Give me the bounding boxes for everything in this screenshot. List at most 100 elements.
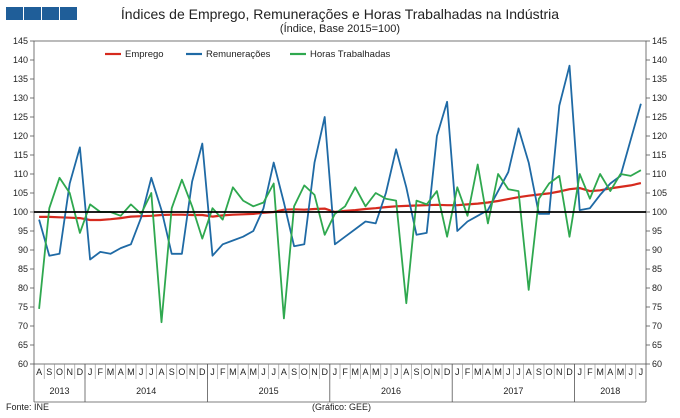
x-month-label: J bbox=[455, 367, 460, 377]
y-tick-label-left: 65 bbox=[18, 340, 28, 350]
y-tick-label-right: 80 bbox=[652, 283, 662, 293]
chart-subtitle: (Índice, Base 2015=100) bbox=[279, 23, 401, 35]
source-note: Fonte: INE bbox=[6, 402, 50, 412]
x-month-label: J bbox=[149, 367, 154, 377]
x-month-label: S bbox=[413, 367, 419, 377]
x-month-label: A bbox=[118, 367, 124, 377]
x-month-label: M bbox=[250, 367, 258, 377]
y-tick-label-right: 90 bbox=[652, 245, 662, 255]
x-month-label: O bbox=[301, 367, 308, 377]
logo-block bbox=[6, 7, 23, 20]
plot-frame bbox=[33, 40, 647, 365]
x-month-label: J bbox=[139, 367, 144, 377]
x-month-label: J bbox=[88, 367, 93, 377]
x-month-label: J bbox=[516, 367, 521, 377]
y-tick-label-right: 65 bbox=[652, 340, 662, 350]
x-month-label: N bbox=[66, 367, 73, 377]
logo-block bbox=[42, 7, 59, 20]
x-month-label: A bbox=[607, 367, 613, 377]
x-month-label: J bbox=[628, 367, 633, 377]
x-month-label: D bbox=[199, 367, 206, 377]
chart-title: Índices de Emprego, Remunerações e Horas… bbox=[120, 6, 560, 22]
x-month-label: M bbox=[474, 367, 482, 377]
y-tick-label-right: 95 bbox=[652, 226, 662, 236]
x-month-label: O bbox=[56, 367, 63, 377]
x-month-label: D bbox=[77, 367, 84, 377]
x-month-label: F bbox=[465, 367, 471, 377]
y-tick-label-right: 120 bbox=[652, 131, 667, 141]
x-month-label: S bbox=[291, 367, 297, 377]
x-month-label: A bbox=[403, 367, 409, 377]
x-month-label: A bbox=[158, 367, 164, 377]
logo-block bbox=[24, 7, 41, 20]
x-month-label: S bbox=[46, 367, 52, 377]
y-tick-label-left: 80 bbox=[18, 283, 28, 293]
y-tick-label-left: 105 bbox=[13, 188, 28, 198]
y-tick-label-left: 115 bbox=[14, 150, 28, 160]
x-month-label: F bbox=[342, 367, 348, 377]
x-month-label: J bbox=[639, 367, 644, 377]
x-month-label: D bbox=[444, 367, 451, 377]
x-year-label: 2016 bbox=[381, 386, 401, 396]
y-tick-label-right: 140 bbox=[652, 55, 667, 65]
x-month-label: M bbox=[617, 367, 625, 377]
y-tick-label-left: 85 bbox=[18, 264, 28, 274]
x-month-label: O bbox=[423, 367, 430, 377]
x-month-label: S bbox=[169, 367, 175, 377]
x-month-label: M bbox=[372, 367, 380, 377]
x-month-label: N bbox=[434, 367, 441, 377]
y-tick-label-left: 130 bbox=[13, 93, 28, 103]
y-tick-label-left: 100 bbox=[13, 207, 28, 217]
y-tick-label-right: 135 bbox=[652, 74, 667, 84]
logo-block bbox=[60, 7, 77, 20]
y-tick-label-right: 85 bbox=[652, 264, 662, 274]
y-tick-label-left: 70 bbox=[18, 321, 28, 331]
y-tick-label-right: 110 bbox=[652, 169, 666, 179]
x-month-label: F bbox=[220, 367, 226, 377]
x-month-label: N bbox=[556, 367, 563, 377]
x-month-label: M bbox=[107, 367, 115, 377]
y-tick-label-left: 145 bbox=[13, 36, 28, 46]
legend-label: Remunerações bbox=[206, 49, 271, 60]
x-month-label: J bbox=[394, 367, 399, 377]
y-tick-label-left: 110 bbox=[14, 169, 28, 179]
y-tick-label-right: 125 bbox=[652, 112, 667, 122]
y-tick-label-left: 135 bbox=[13, 74, 28, 84]
y-tick-label-left: 60 bbox=[18, 359, 28, 369]
x-year-label: 2018 bbox=[600, 386, 620, 396]
legend-label: Emprego bbox=[125, 49, 164, 60]
legend-label: Horas Trabalhadas bbox=[310, 49, 391, 60]
x-year-label: 2013 bbox=[49, 386, 69, 396]
x-year-label: 2015 bbox=[259, 386, 279, 396]
y-tick-label-left: 95 bbox=[18, 226, 28, 236]
x-month-label: S bbox=[536, 367, 542, 377]
x-month-label: O bbox=[546, 367, 553, 377]
x-month-label: J bbox=[261, 367, 266, 377]
x-month-label: A bbox=[362, 367, 368, 377]
x-month-label: J bbox=[384, 367, 389, 377]
x-month-label: M bbox=[494, 367, 502, 377]
y-tick-label-right: 130 bbox=[652, 93, 667, 103]
x-month-label: M bbox=[127, 367, 135, 377]
y-tick-label-left: 140 bbox=[13, 55, 28, 65]
y-tick-label-right: 100 bbox=[652, 207, 667, 217]
x-month-label: D bbox=[566, 367, 573, 377]
x-month-label: A bbox=[281, 367, 287, 377]
x-month-label: M bbox=[596, 367, 604, 377]
x-month-label: J bbox=[333, 367, 338, 377]
x-month-label: O bbox=[178, 367, 185, 377]
x-month-label: N bbox=[189, 367, 196, 377]
x-month-label: M bbox=[352, 367, 360, 377]
y-tick-label-left: 90 bbox=[18, 245, 28, 255]
x-year-label: 2017 bbox=[503, 386, 523, 396]
x-month-label: A bbox=[526, 367, 532, 377]
x-month-label: J bbox=[210, 367, 215, 377]
x-month-label: M bbox=[229, 367, 237, 377]
y-tick-label-right: 60 bbox=[652, 359, 662, 369]
y-tick-label-left: 120 bbox=[13, 131, 28, 141]
x-month-label: D bbox=[321, 367, 328, 377]
graph-credit: (Gráfico: GEE) bbox=[312, 402, 372, 412]
x-month-label: F bbox=[98, 367, 104, 377]
y-tick-label-right: 70 bbox=[652, 321, 662, 331]
